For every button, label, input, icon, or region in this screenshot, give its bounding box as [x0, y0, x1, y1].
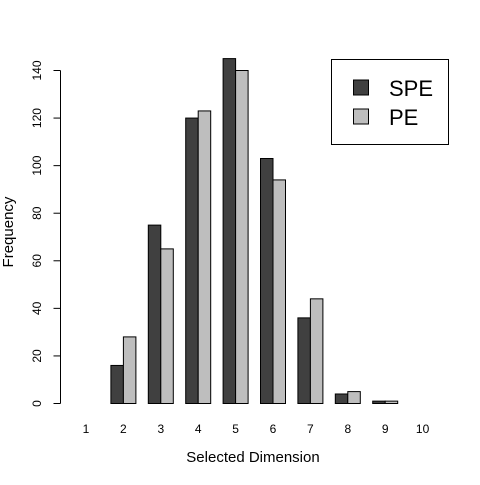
y-tick-label: 120 — [30, 108, 44, 128]
bar-spe-7 — [297, 317, 311, 404]
x-tick-label: 10 — [416, 422, 430, 436]
x-tick-label: 6 — [270, 422, 277, 436]
legend-box — [331, 59, 449, 145]
x-tick-label: 5 — [232, 422, 239, 436]
legend: SPE PE — [331, 59, 449, 145]
legend-items: SPE PE — [353, 76, 433, 130]
bars-layer — [110, 58, 399, 405]
x-tick-label: 1 — [83, 422, 90, 436]
bar-spe-4 — [185, 117, 199, 404]
y-tick-label: 60 — [30, 254, 44, 268]
x-tick-label: 3 — [157, 422, 164, 436]
legend-swatch-spe — [353, 79, 369, 96]
x-tick-label: 8 — [344, 422, 351, 436]
x-tick-label: 9 — [382, 422, 389, 436]
y-tick-label: 140 — [30, 60, 44, 80]
bar-spe-3 — [147, 224, 162, 404]
legend-swatch-pe — [353, 108, 369, 125]
bar-spe-5 — [222, 58, 237, 404]
legend-label-pe: PE — [389, 105, 418, 130]
y-tick-label: 0 — [30, 400, 44, 407]
bar-pe-6 — [272, 179, 286, 404]
y-axis-title: Frequency — [0, 196, 17, 267]
y-tick-label: 80 — [30, 206, 44, 220]
y-ticks: 0 20 40 60 80 100 120 140 — [30, 60, 61, 407]
bar-pe-3 — [160, 248, 174, 404]
bar-pe-2 — [122, 336, 137, 404]
x-tick-label: 4 — [195, 422, 202, 436]
legend-label-spe: SPE — [389, 76, 433, 101]
bar-spe-6 — [260, 158, 274, 404]
x-ticks: 1 2 3 4 5 6 7 8 9 10 — [83, 422, 430, 436]
bar-pe-8 — [347, 391, 361, 405]
bar-spe-9 — [372, 400, 386, 405]
bar-pe-7 — [309, 298, 324, 405]
x-tick-label: 7 — [307, 422, 314, 436]
y-tick-label: 20 — [30, 349, 44, 363]
bar-pe-5 — [235, 70, 249, 404]
y-tick-label: 40 — [30, 301, 44, 315]
y-tick-label: 100 — [30, 155, 44, 175]
x-axis-title: Selected Dimension — [186, 449, 319, 466]
x-tick-label: 2 — [120, 422, 127, 436]
bar-spe-8 — [334, 393, 349, 405]
bar-spe-2 — [110, 364, 124, 405]
bar-pe-9 — [384, 400, 399, 405]
bar-pe-4 — [197, 110, 212, 405]
